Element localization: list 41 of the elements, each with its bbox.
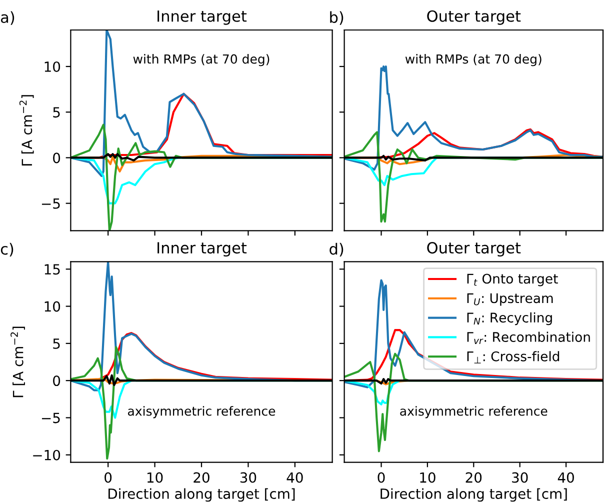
x-tick-label: 10 [420, 472, 436, 483]
chart-title: Inner target [158, 10, 247, 25]
text: a) [0, 11, 14, 25]
y-tick-label: −5 [42, 412, 60, 424]
text: c) [0, 242, 14, 257]
text: b) [330, 11, 344, 25]
x-tick-label: 20 [194, 472, 210, 483]
y-tick-label: 5 [53, 338, 60, 349]
legend-label: Γ$_{⊥}$: Cross-field [467, 351, 560, 364]
y-axis-title: Γ [A cm$^{−2}$] [10, 326, 25, 398]
x-axis-title: Direction along target [cm] [108, 488, 295, 502]
text: d) [330, 242, 344, 257]
y-tick-label: 0 [53, 376, 60, 386]
y-tick-label: 15 [44, 264, 60, 275]
annotation: axisymmetric reference [128, 406, 276, 418]
x-tick-label: 0 [104, 472, 112, 483]
legend-label: Γ$_{U}$: Upstream [467, 293, 553, 306]
x-tick-label: 10 [147, 472, 163, 483]
chart-title: Outer target [427, 10, 521, 25]
chart-title: Inner target [158, 242, 247, 257]
x-tick-label: 20 [466, 472, 482, 483]
y-tick-label: −5 [42, 198, 60, 209]
annotation: with RMPs (at 70 deg) [405, 54, 542, 66]
x-tick-label: 0 [378, 472, 385, 483]
y-tick-label: 10 [44, 301, 60, 312]
chart-title: Outer target [427, 242, 521, 257]
y-tick-label: −10 [33, 450, 60, 460]
x-tick-label: 40 [286, 472, 303, 483]
legend-label: Γ$_{N}$: Recycling [467, 312, 552, 326]
annotation: axisymmetric reference [400, 406, 548, 418]
x-tick-label: 30 [512, 472, 528, 483]
x-tick-label: 40 [558, 472, 574, 483]
y-tick-label: 0 [53, 152, 60, 164]
legend-label: Γ$_{t}$ Onto target [467, 274, 558, 286]
y-axis-title: Γ [A cm$^{−2}$] [19, 95, 34, 166]
x-axis-title: Direction along target [cm] [380, 488, 567, 502]
legend-label: Γ$_{vr}$: Recombination [467, 332, 590, 344]
annotation: with RMPs (at 70 deg) [133, 54, 270, 66]
x-tick-label: 30 [240, 472, 256, 483]
y-tick-label: 10 [44, 61, 60, 72]
y-tick-label: 5 [53, 107, 60, 118]
